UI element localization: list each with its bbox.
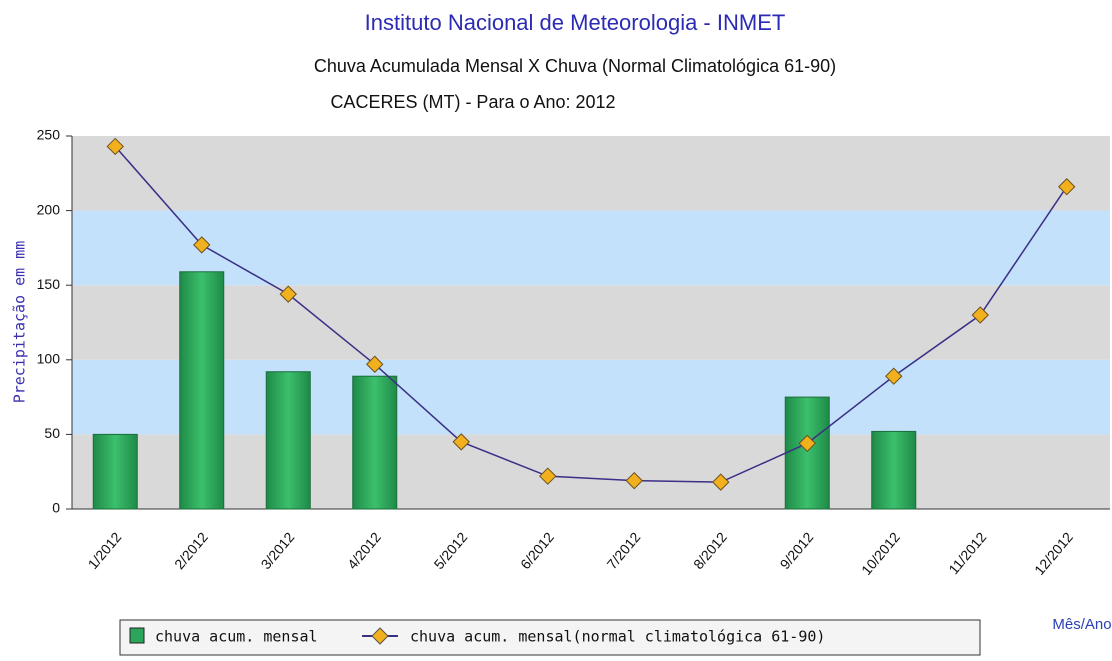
legend-box (119, 619, 981, 656)
x-tick-label: 2/2012 (171, 529, 211, 572)
chart-subtitle: Chuva Acumulada Mensal X Chuva (Normal C… (314, 56, 836, 76)
y-tick-label: 50 (44, 425, 60, 441)
y-tick-label: 250 (37, 127, 61, 143)
legend: chuva acum. mensal chuva acum. mensal(no… (119, 619, 981, 656)
marker (625, 471, 643, 490)
x-tick-label: 4/2012 (344, 529, 384, 572)
bar (265, 371, 311, 510)
marker (452, 433, 470, 451)
x-tick-label: 10/2012 (858, 529, 903, 578)
x-axis-label: Mês/Ano (1052, 616, 1111, 633)
y-tick-label: 100 (37, 351, 61, 367)
marker (539, 467, 557, 485)
chart-subtitle: CACERES (MT) - Para o Ano: 2012 (330, 92, 615, 112)
legend-swatch (129, 627, 145, 644)
chart-title: Instituto Nacional de Meteorologia - INM… (365, 10, 786, 35)
y-tick-label: 200 (37, 201, 61, 217)
marker (193, 236, 211, 254)
y-tick-label: 0 (52, 500, 60, 516)
marker (279, 285, 297, 303)
bar (352, 375, 398, 510)
legend-label: chuva acum. mensal (155, 628, 318, 646)
x-tick-label: 9/2012 (777, 529, 817, 572)
bar (92, 433, 138, 510)
y-axis-label: Precipitação em mm (11, 241, 29, 404)
bar (784, 396, 830, 510)
line (114, 145, 1068, 483)
grid-band (72, 210, 1110, 286)
x-tick-label: 7/2012 (604, 529, 644, 572)
bar (179, 271, 225, 510)
grid-band (72, 285, 1110, 360)
x-tick-label: 5/2012 (431, 529, 471, 572)
bar (871, 430, 917, 510)
legend-marker (371, 627, 389, 645)
marker (885, 367, 903, 385)
x-tick-label: 11/2012 (945, 529, 989, 577)
grid-band (72, 359, 1110, 435)
marker (366, 355, 384, 373)
marker (712, 473, 730, 491)
legend-label: chuva acum. mensal(normal climatológica … (410, 628, 825, 646)
plot-area: 0 50 100 150 200 250 1/2012 2/2012 3/2012 4/2012 5… (37, 127, 1110, 578)
x-tick-label: 3/2012 (258, 529, 298, 572)
marker (971, 306, 989, 324)
marker (106, 137, 124, 156)
x-tick-label: 1/2012 (85, 529, 125, 572)
marker (798, 434, 816, 453)
grid-band (72, 434, 1110, 509)
x-tick-label: 6/2012 (517, 529, 557, 572)
grid-band (72, 136, 1110, 211)
y-tick-label: 150 (37, 276, 61, 292)
marker (1058, 178, 1076, 196)
x-tick-label: 12/2012 (1031, 529, 1076, 578)
x-tick-label: 8/2012 (690, 529, 730, 572)
